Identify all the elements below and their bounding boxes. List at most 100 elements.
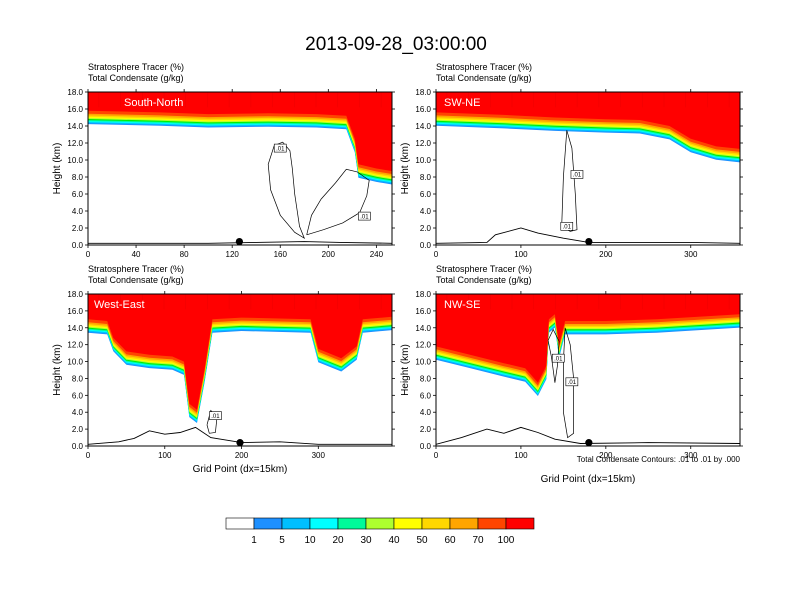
contour-label: .01 [360,214,369,220]
x-tick-label: 200 [599,451,613,460]
y-tick-label: 0.0 [72,442,84,451]
contour-label-box [560,222,574,231]
terrain-line [436,426,740,445]
colorbar-swatch-3 [309,517,339,530]
y-axis-label: Height (km) [52,344,63,396]
panel-label-condensate: Total Condensate (g/kg) [88,275,184,285]
location-marker [236,439,244,447]
colorbar-label: 1 [251,535,257,546]
x-tick-label: 0 [434,451,439,460]
location-marker [235,238,243,246]
y-tick-label: 12.0 [415,341,431,350]
panel-label-tracer: Stratosphere Tracer (%) [88,62,184,72]
y-tick-label: 2.0 [420,425,432,434]
y-tick-label: 6.0 [72,190,84,199]
colorbar: 1 5 10 20 30 40 50 60 70 100 [225,517,535,546]
y-tick-label: 4.0 [420,408,432,417]
colorbar-label: 20 [332,535,344,546]
colorbar-swatch-5 [365,517,395,530]
contour-line-0 [267,141,306,240]
panel-west-east: .01 0.0 2.0 4.0 6.0 8.0 10.0 12.0 14.0 16.0 18.0 0 1… [52,264,395,475]
panel-label-condensate: Total Condensate (g/kg) [436,73,532,83]
y-tick-label: 4.0 [420,207,432,216]
terrain [88,426,392,445]
contour-note: Total Condensate Contours: .01 to .01 by… [577,455,741,464]
panel-nw-se: .01 .01 0.0 2.0 4.0 6.0 8.0 10.0 12.0 14.0 16.0 18.… [400,264,743,485]
y-tick-label: 6.0 [420,190,432,199]
tracer-field [436,294,740,396]
y-tick-label: 10.0 [415,156,431,165]
y-tick-label: 14.0 [67,324,83,333]
x-axis-label: Grid Point (dx=15km) [193,464,288,475]
y-tick-label: 18.0 [67,88,83,97]
y-tick-label: 2.0 [420,224,432,233]
contour-label: .01 [276,146,285,152]
x-tick-label: 0 [86,250,91,259]
y-axis-label: Height (km) [400,344,411,396]
colorbar-swatch-9 [477,517,507,530]
colorbar-label: 50 [416,535,428,546]
y-tick-label: 6.0 [420,391,432,400]
y-tick-label: 8.0 [420,374,432,383]
x-tick-label: 80 [180,250,189,259]
contour-line-1 [306,168,370,236]
terrain-line [88,426,392,445]
tracer-field [436,92,740,163]
contour-label: .01 [554,356,563,362]
x-tick-label: 300 [684,451,698,460]
y-tick-label: 12.0 [67,139,83,148]
panel-label-condensate: Total Condensate (g/kg) [436,275,532,285]
colorbar-label: 30 [360,535,372,546]
terrain [436,227,740,244]
tracer-band-0 [88,294,392,410]
panel-sw-ne: .01 .01 0.0 2.0 4.0 6.0 8.0 10.0 12.0 14.0 16.0 18.… [400,62,743,259]
contour-label-box [570,170,584,179]
colorbar-label: 40 [388,535,400,546]
colorbar-label: 60 [444,535,456,546]
panels: .01 .01 0.0 2.0 4.0 6.0 8.0 10.0 12.0 14.0 16.0 18.… [52,62,743,485]
y-tick-label: 14.0 [67,122,83,131]
panel-region-name: NW-SE [444,299,480,311]
y-tick-label: 18.0 [415,88,431,97]
condensate-contours: .01 .01 [547,327,579,439]
tracer-band-0 [436,294,740,383]
contour-label: .01 [563,225,572,231]
y-tick-label: 16.0 [415,307,431,316]
panel-label-tracer: Stratosphere Tracer (%) [88,264,184,274]
y-tick-label: 16.0 [67,307,83,316]
colorbar-swatch-1 [253,517,283,530]
x-tick-label: 240 [370,250,384,259]
y-tick-label: 0.0 [420,442,432,451]
terrain-line [436,227,740,244]
condensate-contours: .01 [206,409,222,434]
terrain [88,241,392,244]
panel-label-condensate: Total Condensate (g/kg) [88,73,184,83]
y-tick-label: 16.0 [67,105,83,114]
tracer-field [88,92,392,185]
tracer-band-0 [88,92,392,172]
y-tick-label: 14.0 [415,122,431,131]
figure-title: 2013-09-28_03:00:00 [305,34,487,55]
x-tick-label: 200 [322,250,336,259]
plot-frame [87,293,393,447]
y-tick-label: 16.0 [415,105,431,114]
location-marker [585,238,593,246]
colorbar-swatch-8 [449,517,479,530]
x-tick-label: 300 [684,250,698,259]
plot-frame [435,91,741,246]
y-tick-label: 10.0 [415,358,431,367]
colorbar-swatch-10 [505,517,535,530]
colorbar-swatch-4 [337,517,367,530]
panel-region-name: SW-NE [444,97,480,109]
plot-frame [87,91,393,246]
x-tick-label: 160 [274,250,288,259]
y-tick-label: 8.0 [72,374,84,383]
y-tick-label: 0.0 [420,241,432,250]
colorbar-label: 5 [279,535,285,546]
colorbar-swatch-0 [225,517,255,530]
y-tick-label: 8.0 [420,173,432,182]
contour-label-box [209,411,222,420]
y-tick-label: 2.0 [72,425,84,434]
contour-label: .01 [573,173,582,179]
